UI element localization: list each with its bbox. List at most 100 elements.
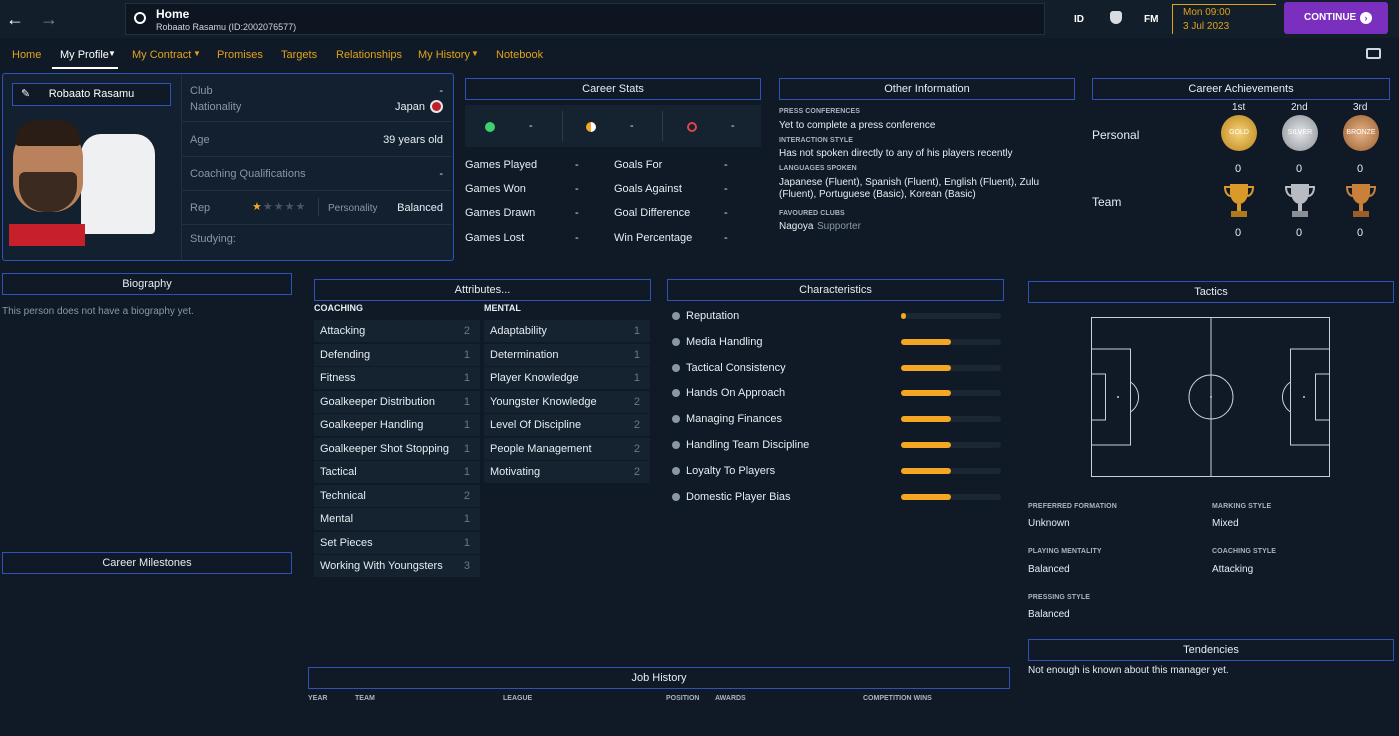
nav-my-history[interactable]: My History — [418, 49, 470, 61]
favoured-club-role: Supporter — [817, 221, 861, 232]
info-icon[interactable] — [672, 337, 680, 346]
mental-attribute-row[interactable]: Determination 1 — [484, 343, 650, 366]
bronze-medal-icon: BRONZE — [1343, 115, 1379, 151]
draw-icon — [586, 122, 596, 132]
characteristic-bar-fill — [901, 442, 951, 448]
characteristic-name: Hands On Approach — [686, 387, 786, 400]
nav-relationships[interactable]: Relationships — [336, 49, 403, 61]
info-icon[interactable] — [672, 312, 680, 320]
pressing-style-label: PRESSING STYLE — [1028, 594, 1091, 601]
attributes-header[interactable]: Attributes... — [314, 279, 651, 301]
attribute-name: Technical — [320, 489, 366, 502]
column-position[interactable]: POSITION — [666, 695, 700, 702]
nav-targets[interactable]: Targets — [281, 49, 318, 61]
mental-attribute-row[interactable]: Level Of Discipline 2 — [484, 414, 650, 436]
fm-logo[interactable]: FM — [1144, 14, 1159, 25]
coaching-attribute-row[interactable]: Defending 1 — [314, 343, 480, 366]
coaching-qualifications-label: Coaching Qualifications — [190, 168, 306, 180]
team-count: 0 — [1296, 227, 1303, 239]
coaching-attribute-row[interactable]: Goalkeeper Distribution 1 — [314, 390, 480, 413]
date-time: Mon 09:00 — [1183, 7, 1231, 18]
attribute-name: Determination — [490, 348, 559, 361]
stat-label: Goals Against — [614, 183, 682, 195]
playing-mentality-label: PLAYING MENTALITY — [1028, 548, 1102, 555]
mental-attribute-row[interactable]: Motivating 2 — [484, 461, 650, 483]
mental-attribute-row[interactable]: Adaptability 1 — [484, 320, 650, 342]
nav-my-contract[interactable]: My Contract — [132, 49, 192, 61]
beard-image — [19, 172, 77, 212]
nav-notebook[interactable]: Notebook — [496, 49, 544, 61]
info-icon[interactable] — [672, 441, 680, 449]
attribute-name: Goalkeeper Handling — [320, 419, 424, 431]
back-arrow-icon[interactable]: ← — [6, 9, 24, 29]
coaching-attribute-row[interactable]: Technical 2 — [314, 484, 480, 507]
coaching-attribute-row[interactable]: Fitness 1 — [314, 367, 480, 389]
column-awards[interactable]: AWARDS — [715, 695, 746, 702]
preferred-formation-label: PREFERRED FORMATION — [1028, 503, 1117, 510]
age-label: Age — [190, 134, 210, 146]
characteristic-row: Loyalty To Players — [672, 460, 1002, 482]
info-icon[interactable] — [672, 492, 680, 501]
attribute-value: 1 — [463, 442, 470, 455]
silver-medal-icon: SILVER — [1282, 115, 1318, 151]
age-value: 39 years old — [383, 134, 443, 146]
place-2nd: 2nd — [1291, 102, 1308, 113]
info-icon[interactable] — [672, 415, 680, 424]
divider — [182, 190, 452, 191]
attribute-value: 2 — [633, 442, 640, 455]
attribute-name: Working With Youngsters — [320, 560, 443, 572]
characteristic-bar — [901, 390, 1001, 397]
silver-trophy-icon — [1285, 184, 1315, 217]
attribute-value: 1 — [633, 372, 640, 384]
info-icon[interactable] — [672, 389, 680, 398]
coaching-attribute-row[interactable]: Goalkeeper Handling 1 — [314, 414, 480, 436]
attribute-name: Fitness — [320, 372, 356, 384]
column-league[interactable]: LEAGUE — [503, 695, 533, 702]
attribute-value: 2 — [633, 466, 640, 478]
mental-attribute-row[interactable]: People Management 2 — [484, 437, 650, 460]
forward-arrow-icon[interactable]: → — [40, 9, 58, 29]
info-icon[interactable] — [672, 466, 680, 475]
monitor-icon[interactable] — [1366, 48, 1381, 59]
characteristic-bar-fill — [901, 493, 951, 500]
career-stats-header: Career Stats — [465, 78, 761, 100]
favoured-club-name[interactable]: Nagoya — [779, 221, 814, 232]
mental-attribute-row[interactable]: Youngster Knowledge 2 — [484, 390, 650, 413]
club-crest-icon[interactable] — [1110, 11, 1122, 24]
career-milestones-header: Career Milestones — [2, 552, 292, 574]
attribute-value: 1 — [633, 348, 640, 361]
mental-attribute-row[interactable]: Player Knowledge 1 — [484, 367, 650, 389]
id-button[interactable]: ID — [1074, 14, 1084, 25]
nav-promises[interactable]: Promises — [217, 49, 263, 61]
characteristic-name: Loyalty To Players — [686, 464, 776, 477]
stat-label: Win Percentage — [614, 232, 693, 244]
nav-my-profile[interactable]: My Profile — [60, 49, 109, 61]
club-value: - — [439, 85, 443, 97]
characteristic-row: Media Handling — [672, 331, 1002, 353]
tactics-header: Tactics — [1028, 281, 1394, 303]
search-bar[interactable]: Home Robaato Rasamu (ID:2002076577) — [125, 3, 1045, 35]
coaching-attribute-row[interactable]: Set Pieces 1 — [314, 531, 480, 554]
attribute-name: Goalkeeper Shot Stopping — [320, 442, 450, 455]
characteristic-row: Reputation — [672, 305, 1002, 327]
nationality-label: Nationality — [190, 101, 242, 113]
column-year[interactable]: YEAR — [308, 695, 328, 702]
column-team[interactable]: TEAM — [355, 695, 375, 702]
coaching-attribute-row[interactable]: Working With Youngsters 3 — [314, 555, 480, 577]
date-display[interactable]: Mon 09:00 3 Jul 2023 — [1172, 4, 1276, 34]
coaching-attribute-row[interactable]: Goalkeeper Shot Stopping 1 — [314, 437, 480, 460]
team-label: Team — [1092, 195, 1122, 209]
characteristic-bar — [901, 338, 1001, 345]
continue-button[interactable]: CONTINUE › — [1284, 2, 1388, 34]
coaching-attribute-row[interactable]: Attacking 2 — [314, 320, 480, 342]
tendencies-header: Tendencies — [1028, 639, 1394, 661]
medal-label: GOLD — [1229, 129, 1249, 136]
coaching-attribute-row[interactable]: Mental 1 — [314, 508, 480, 530]
coaching-style-label: COACHING STYLE — [1212, 548, 1277, 555]
coaching-attribute-row[interactable]: Tactical 1 — [314, 461, 480, 483]
nav-home[interactable]: Home — [12, 49, 42, 61]
info-icon[interactable] — [672, 363, 680, 372]
name-button[interactable]: ✎ Robaato Rasamu — [12, 83, 171, 106]
hair-image — [15, 120, 81, 146]
column-competition-wins[interactable]: COMPETITION WINS — [863, 695, 932, 702]
